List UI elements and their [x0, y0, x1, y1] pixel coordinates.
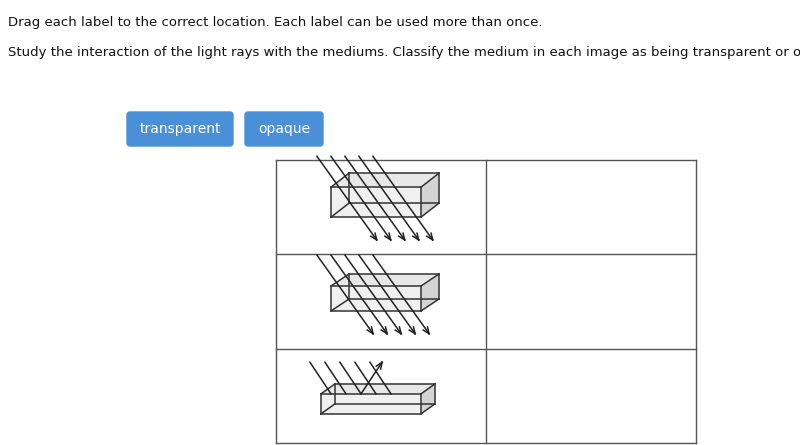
Polygon shape: [321, 384, 435, 394]
Text: transparent: transparent: [139, 122, 221, 136]
Polygon shape: [331, 286, 421, 311]
Polygon shape: [321, 394, 421, 414]
Polygon shape: [331, 187, 421, 217]
Text: opaque: opaque: [258, 122, 310, 136]
Polygon shape: [331, 173, 439, 187]
Polygon shape: [421, 274, 439, 311]
FancyBboxPatch shape: [127, 112, 233, 146]
FancyBboxPatch shape: [245, 112, 323, 146]
Text: Drag each label to the correct location. Each label can be used more than once.: Drag each label to the correct location.…: [8, 16, 542, 29]
Text: Study the interaction of the light rays with the mediums. Classify the medium in: Study the interaction of the light rays …: [8, 46, 800, 59]
Polygon shape: [421, 173, 439, 217]
Polygon shape: [331, 274, 439, 286]
Polygon shape: [421, 384, 435, 414]
